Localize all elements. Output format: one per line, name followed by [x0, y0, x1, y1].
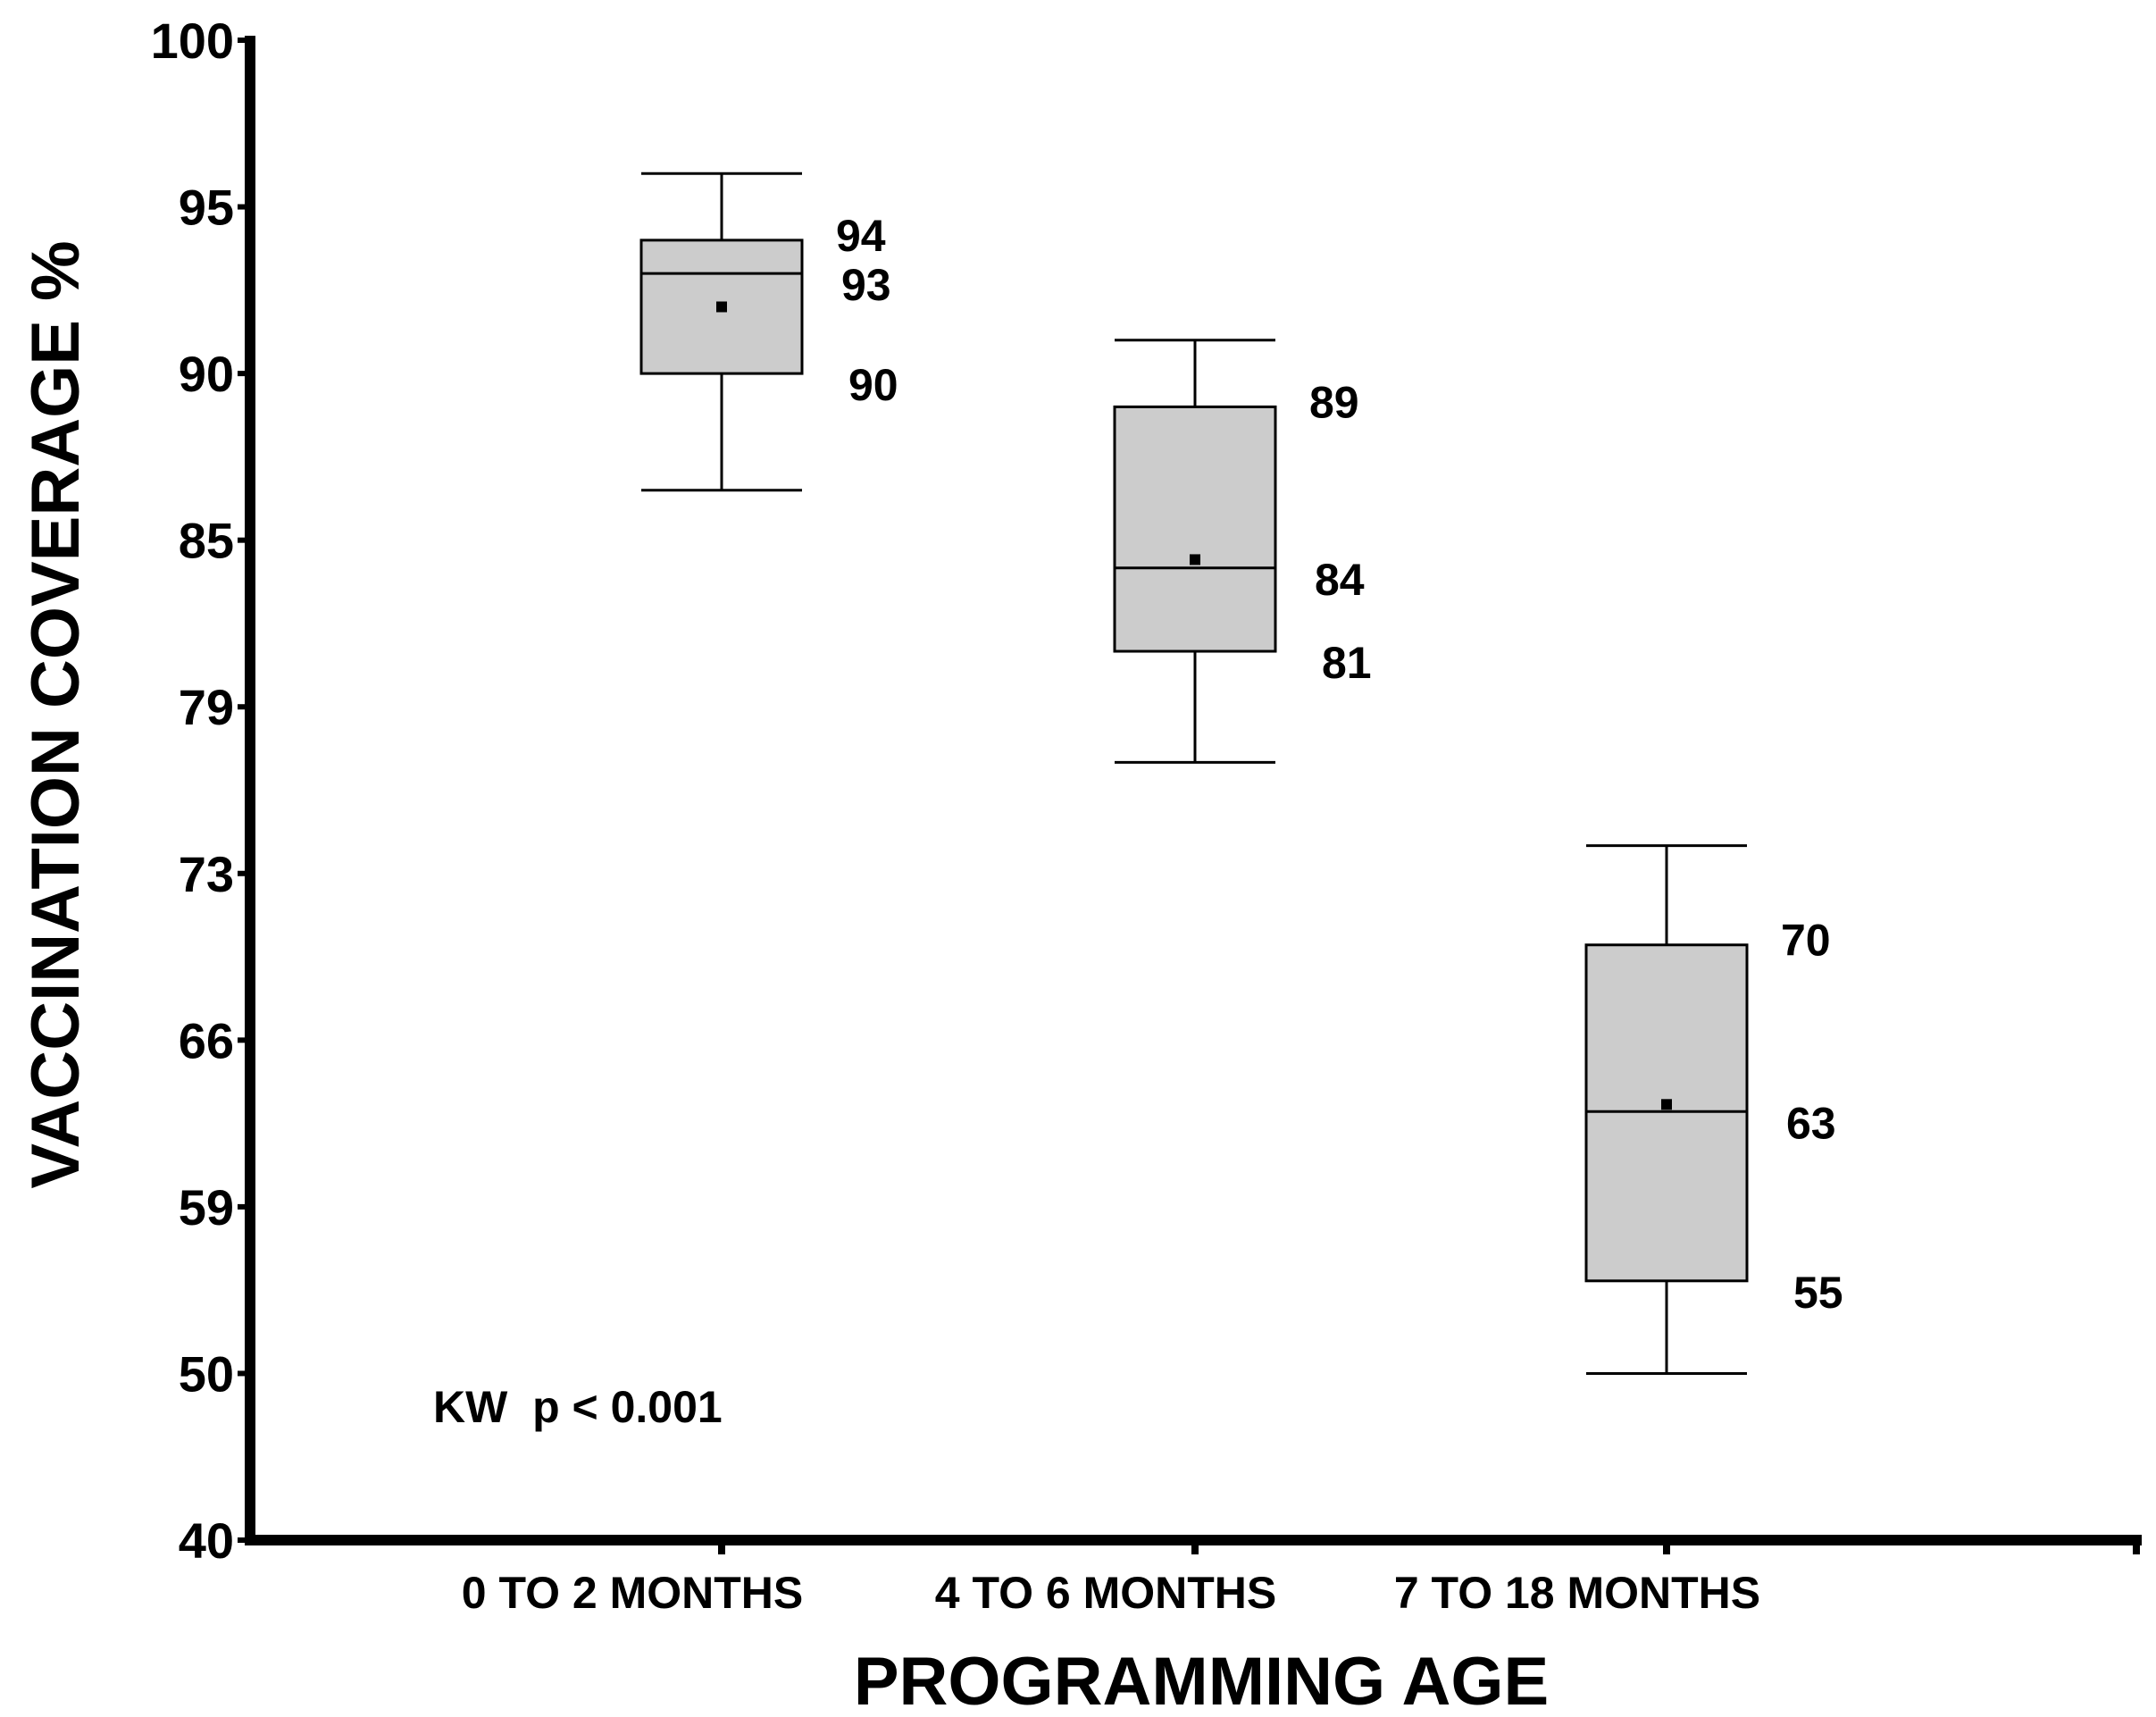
y-tick-label: 79	[179, 679, 234, 735]
y-axis-title: VACCINATION COVERAGE %	[18, 240, 94, 1188]
median-label: 63	[1786, 1098, 1836, 1148]
y-tick-label: 95	[179, 180, 234, 236]
y-tick-label: 40	[179, 1512, 234, 1569]
median-label: 84	[1315, 555, 1365, 605]
q3-label: 70	[1781, 916, 1831, 966]
y-tick-label: 85	[179, 513, 234, 569]
q3-label: 94	[836, 211, 886, 261]
q3-label: 89	[1309, 377, 1359, 427]
y-tick-label: 100	[151, 13, 234, 69]
y-tick-label: 90	[179, 346, 234, 402]
x-tick-label: 0 TO 2 MONTHS	[462, 1568, 803, 1618]
x-axis-title: PROGRAMMING AGE	[854, 1644, 1549, 1717]
y-ticks: 40 50 59 66 73 79 85 90 95 100	[151, 13, 250, 1569]
q1-label: 90	[848, 360, 898, 410]
axes	[245, 36, 2142, 1545]
mean-marker	[1190, 554, 1200, 565]
y-tick-label: 66	[179, 1012, 234, 1068]
mean-marker	[716, 301, 727, 313]
q1-label: 55	[1793, 1268, 1843, 1318]
kw-test-annotation: KW p < 0.001	[433, 1382, 723, 1432]
x-tick-label: 7 TO 18 MONTHS	[1394, 1568, 1760, 1618]
x-ticks: 0 TO 2 MONTHS 4 TO 6 MONTHS 7 TO 18 MONTHS	[462, 1540, 2140, 1618]
q1-label: 81	[1322, 638, 1372, 688]
y-tick-label: 59	[179, 1179, 234, 1235]
y-tick-label: 50	[179, 1345, 234, 1402]
box-2: 89 84 81	[1113, 339, 1372, 764]
median-label: 93	[841, 260, 891, 310]
x-tick-label: 4 TO 6 MONTHS	[935, 1568, 1276, 1618]
mean-marker	[1661, 1099, 1672, 1110]
y-tick-label: 73	[179, 846, 234, 902]
box-3: 70 63 55	[1584, 844, 1843, 1375]
box-iqr	[1113, 405, 1277, 653]
